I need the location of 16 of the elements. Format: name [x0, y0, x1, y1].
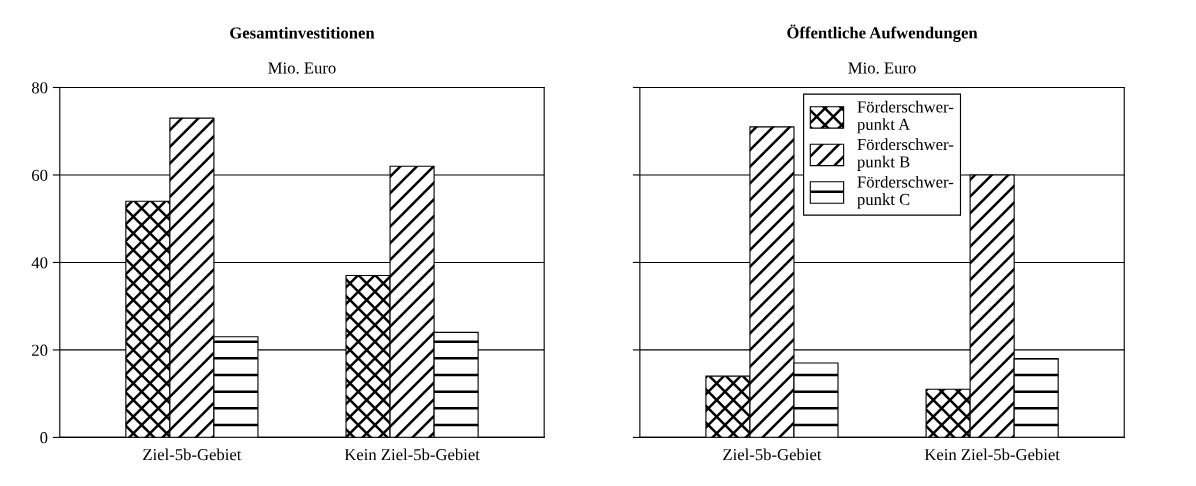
- x-tick-label: Kein Ziel-5b-Gebiet: [924, 448, 1060, 461]
- y-tick-label: 40: [31, 257, 48, 269]
- chart-subtitle: Mio. Euro: [268, 62, 336, 74]
- x-tick-label: Kein Ziel-5b-Gebiet: [344, 448, 480, 461]
- x-tick-label: Ziel-5b-Gebiet: [143, 448, 242, 461]
- chart-title: Öffentliche Aufwendungen: [787, 24, 978, 42]
- legend-label: Förderschwer- punkt A: [857, 100, 954, 134]
- y-tick-label: 60: [32, 169, 48, 181]
- legend-label: Förderschwer- punkt C: [857, 175, 954, 209]
- y-tick-label: 80: [31, 82, 48, 94]
- legend-label: Förderschwer- punkt B: [857, 138, 954, 171]
- x-tick-label: Ziel-5b-Gebiet: [723, 448, 822, 461]
- y-tick-label: 20: [32, 344, 48, 356]
- chart-title: Gesamtinvestitionen: [230, 26, 375, 39]
- chart-subtitle: Mio. Euro: [848, 62, 916, 74]
- y-tick-label: 0: [40, 432, 48, 444]
